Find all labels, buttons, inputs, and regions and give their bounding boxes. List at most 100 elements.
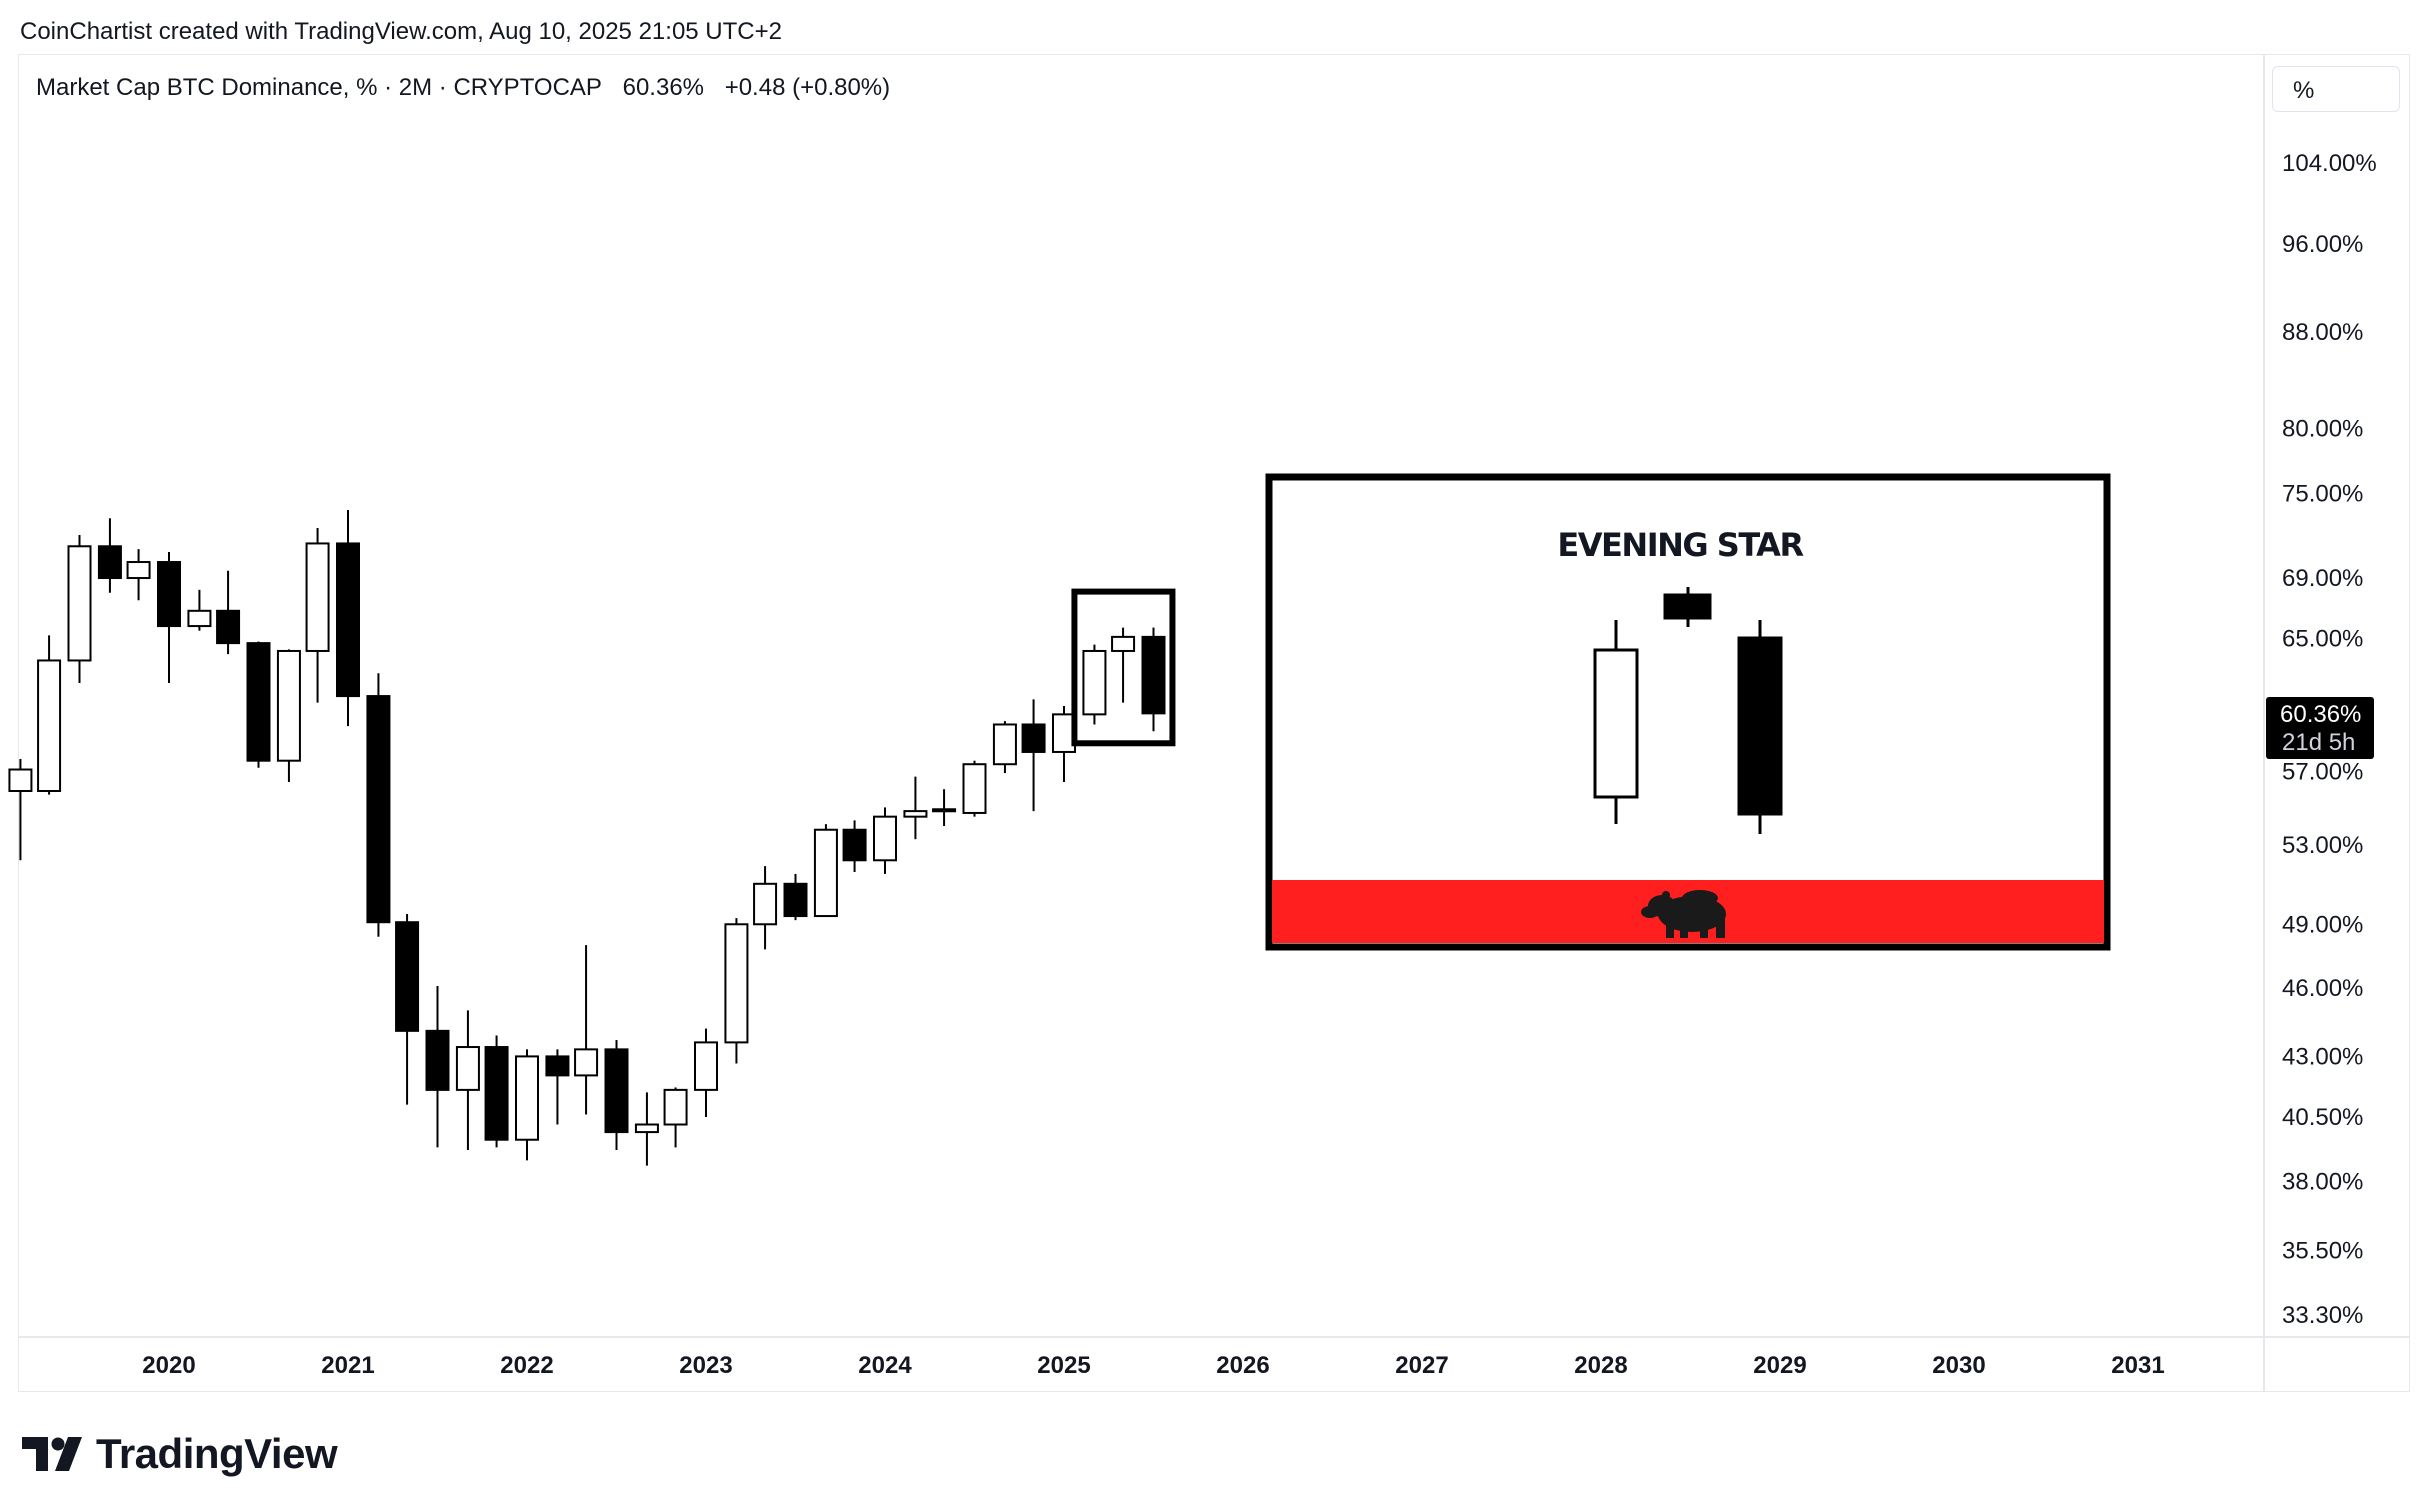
candle[interactable] xyxy=(1021,699,1046,812)
candle-body-up xyxy=(1082,649,1107,716)
y-tick-label: 33.30% xyxy=(2282,1302,2363,1329)
series-legend[interactable]: Market Cap BTC Dominance, % · 2M · CRYPT… xyxy=(36,74,904,102)
x-tick-label: 2031 xyxy=(2111,1352,2164,1379)
price-tag-value: 60.36% xyxy=(2280,701,2361,728)
candle[interactable] xyxy=(873,807,897,874)
x-tick-label: 2027 xyxy=(1395,1352,1448,1379)
candle-body-up xyxy=(903,810,928,818)
candle[interactable] xyxy=(574,945,599,1115)
candle[interactable] xyxy=(187,589,212,631)
candle-body-down xyxy=(336,542,360,698)
x-tick-label: 2030 xyxy=(1932,1352,1985,1379)
candle-body-up xyxy=(187,609,212,628)
candle[interactable] xyxy=(216,570,241,655)
candle-body-up xyxy=(8,768,33,793)
candle[interactable] xyxy=(992,721,1017,774)
y-tick-label: 43.00% xyxy=(2282,1043,2363,1070)
candle-body-up xyxy=(1111,635,1136,652)
legend-last-value: 60.36% xyxy=(622,74,705,101)
tradingview-logo-text: TradingView xyxy=(96,1430,338,1477)
candle-body-down xyxy=(842,828,867,862)
x-tick-label: 2021 xyxy=(321,1352,374,1379)
candle-body-up xyxy=(813,828,838,918)
evening-star-highlight-rect xyxy=(1071,588,1176,747)
candle[interactable] xyxy=(157,551,181,683)
candle-body-down xyxy=(246,642,271,762)
candles-series[interactable] xyxy=(8,509,1166,1166)
candle[interactable] xyxy=(663,1087,688,1148)
candle[interactable] xyxy=(813,824,838,918)
candle-body-up xyxy=(276,649,301,762)
candle[interactable] xyxy=(276,649,301,782)
candle[interactable] xyxy=(305,527,330,703)
candle[interactable] xyxy=(753,866,778,950)
candle[interactable] xyxy=(1111,627,1136,703)
candle[interactable] xyxy=(395,914,420,1105)
candle[interactable] xyxy=(67,534,92,683)
tradingview-logo[interactable]: TradingView xyxy=(22,1430,338,1478)
candle[interactable] xyxy=(425,985,450,1148)
candle[interactable] xyxy=(8,758,33,861)
candle[interactable] xyxy=(604,1040,629,1150)
candle[interactable] xyxy=(336,509,360,727)
time-axis[interactable]: 2020 2021 2022 2023 2024 2025 2026 2027 2028 2029… xyxy=(142,1352,2164,1379)
candle[interactable] xyxy=(694,1028,718,1117)
candle[interactable] xyxy=(962,760,987,817)
price-axis[interactable]: 104.00% 96.00% 88.00% 80.00% 75.00% 69.00% 65.… xyxy=(2282,150,2377,1329)
scale-unit-button[interactable]: % xyxy=(2272,66,2400,112)
candle[interactable] xyxy=(932,789,957,826)
x-tick-label: 2025 xyxy=(1037,1352,1090,1379)
candle-body-up xyxy=(962,763,987,814)
candle[interactable] xyxy=(126,549,151,601)
candle[interactable] xyxy=(1082,644,1107,725)
chart-credit: CoinChartist created with TradingView.co… xyxy=(20,18,782,45)
candle-body-up xyxy=(305,542,330,652)
candle[interactable] xyxy=(545,1049,570,1125)
candle[interactable] xyxy=(903,776,928,840)
candle-body-up xyxy=(753,882,778,926)
legend-symbol[interactable]: Market Cap BTC Dominance, % · 2M · CRYPT… xyxy=(36,74,602,101)
candle[interactable] xyxy=(37,635,62,795)
candle-body-down xyxy=(395,921,420,1032)
candle[interactable] xyxy=(1052,706,1076,782)
callout-title: EVENING STAR xyxy=(1557,526,1803,564)
y-tick-label: 80.00% xyxy=(2282,415,2363,442)
candle[interactable] xyxy=(366,673,391,937)
candle[interactable] xyxy=(484,1035,509,1148)
candle-body-down xyxy=(1141,635,1166,715)
y-tick-label: 53.00% xyxy=(2282,832,2363,859)
y-tick-label: 65.00% xyxy=(2282,625,2363,652)
candle[interactable] xyxy=(724,918,749,1064)
candle[interactable] xyxy=(246,641,271,768)
tradingview-logo-icon xyxy=(22,1437,82,1471)
candle-body-up xyxy=(663,1088,688,1126)
x-tick-label: 2024 xyxy=(858,1352,912,1379)
candle[interactable] xyxy=(515,1049,539,1161)
candle[interactable] xyxy=(1141,627,1166,732)
candle[interactable] xyxy=(97,518,122,593)
candle[interactable] xyxy=(455,1010,480,1150)
chart-frame xyxy=(18,54,2410,1392)
x-tick-label: 2028 xyxy=(1574,1352,1627,1379)
y-tick-label: 88.00% xyxy=(2282,319,2363,346)
candle[interactable] xyxy=(842,820,867,872)
candle-body-up xyxy=(873,815,897,862)
candle[interactable] xyxy=(783,873,808,921)
bear-icon xyxy=(1641,890,1726,938)
evening-star-callout: EVENING STAR xyxy=(1265,473,2111,951)
y-tick-label: 75.00% xyxy=(2282,481,2363,508)
x-tick-label: 2029 xyxy=(1753,1352,1806,1379)
candle-body-down xyxy=(783,882,808,918)
y-tick-label: 38.00% xyxy=(2282,1168,2363,1195)
candle-body-up xyxy=(932,808,957,813)
candle-body-up xyxy=(724,923,749,1044)
legend-change: +0.48 (+0.80%) xyxy=(724,74,891,101)
candle-body-up xyxy=(37,659,62,793)
candle-body-up xyxy=(992,723,1017,766)
candle[interactable] xyxy=(634,1092,659,1166)
candle-body-up xyxy=(67,545,92,662)
y-tick-label: 69.00% xyxy=(2282,565,2363,592)
current-price-tag: 60.36% 21d 5h xyxy=(2266,697,2374,759)
candle-body-down xyxy=(484,1046,509,1141)
